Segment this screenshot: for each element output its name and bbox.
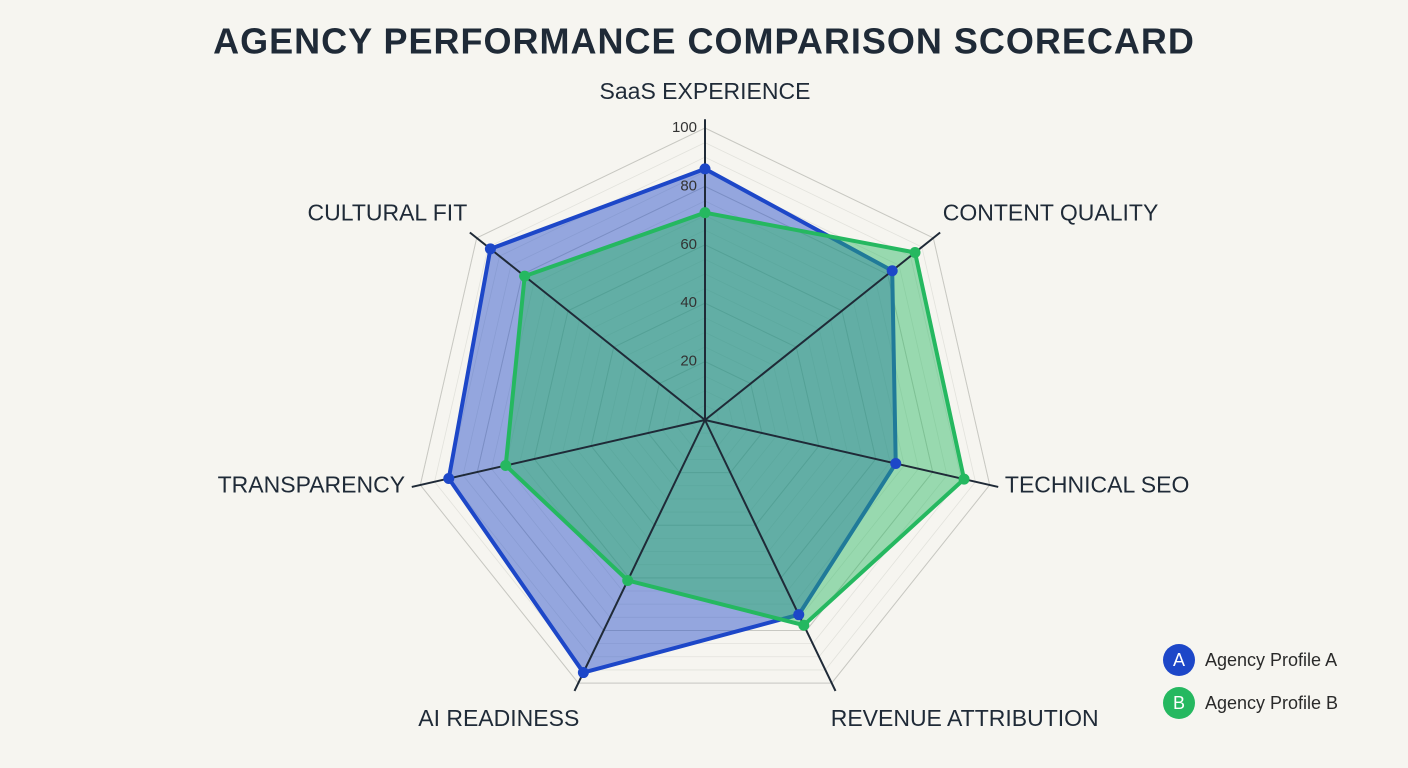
data-point — [577, 667, 589, 679]
tick-label: 80 — [680, 177, 697, 194]
data-point — [443, 472, 455, 484]
data-point — [699, 207, 711, 219]
fine-ring — [633, 346, 777, 487]
data-point — [886, 265, 898, 277]
series-area — [503, 210, 967, 628]
legend-badge: A — [1173, 650, 1185, 670]
data-point — [909, 247, 921, 259]
fine-ring — [547, 258, 863, 566]
axis-line — [469, 231, 706, 421]
grid-ring — [533, 244, 877, 579]
axis-line — [704, 419, 999, 488]
axis-label: TECHNICAL SEO — [1005, 472, 1189, 498]
data-point — [519, 270, 531, 282]
series-area — [446, 166, 898, 675]
tick-label: 60 — [680, 236, 697, 253]
chart-title: AGENCY PERFORMANCE COMPARISON SCORECARD — [213, 21, 1195, 62]
fine-ring — [619, 331, 791, 500]
legend-marker — [1163, 644, 1195, 676]
fine-ring — [562, 273, 848, 552]
fine-ring — [519, 229, 891, 592]
tick-label: 100 — [672, 119, 697, 136]
fine-ring — [491, 200, 919, 618]
data-point — [699, 163, 711, 175]
axis-label: SaaS EXPERIENCE — [600, 78, 811, 104]
axis-label: REVENUE ATTRIBUTION — [831, 705, 1099, 731]
fine-ring — [576, 288, 834, 539]
axis-label: AI READINESS — [418, 705, 579, 731]
grid-ring — [476, 185, 934, 631]
axis-label: CULTURAL FIT — [308, 199, 468, 225]
fine-ring — [448, 156, 962, 658]
legend-label: Agency Profile A — [1205, 650, 1337, 670]
fine-ring — [604, 317, 806, 513]
data-point — [793, 609, 805, 621]
data-point — [958, 473, 970, 485]
fine-ring — [434, 142, 976, 671]
fine-ring — [690, 404, 720, 434]
fine-ring — [661, 375, 749, 460]
axis-line — [573, 419, 706, 692]
legend-marker — [1163, 687, 1195, 719]
grid-ring — [419, 127, 991, 684]
legend-label: Agency Profile B — [1205, 693, 1338, 713]
axis-line — [704, 231, 941, 421]
data-point — [890, 458, 902, 470]
legend-badge: B — [1173, 693, 1185, 713]
axis-line — [704, 419, 837, 692]
tick-label: 20 — [680, 353, 697, 370]
axis-label: CONTENT QUALITY — [943, 199, 1159, 225]
fine-ring — [676, 390, 734, 447]
axis-line — [411, 419, 706, 488]
axis-label: TRANSPARENCY — [218, 472, 405, 498]
data-point — [484, 243, 496, 255]
data-point — [622, 574, 634, 586]
data-point — [798, 619, 810, 631]
fine-ring — [505, 215, 905, 605]
grid-ring — [647, 361, 763, 474]
grid-ring — [590, 302, 820, 526]
fine-ring — [462, 171, 948, 645]
data-point — [500, 459, 512, 471]
tick-label: 40 — [680, 294, 697, 311]
